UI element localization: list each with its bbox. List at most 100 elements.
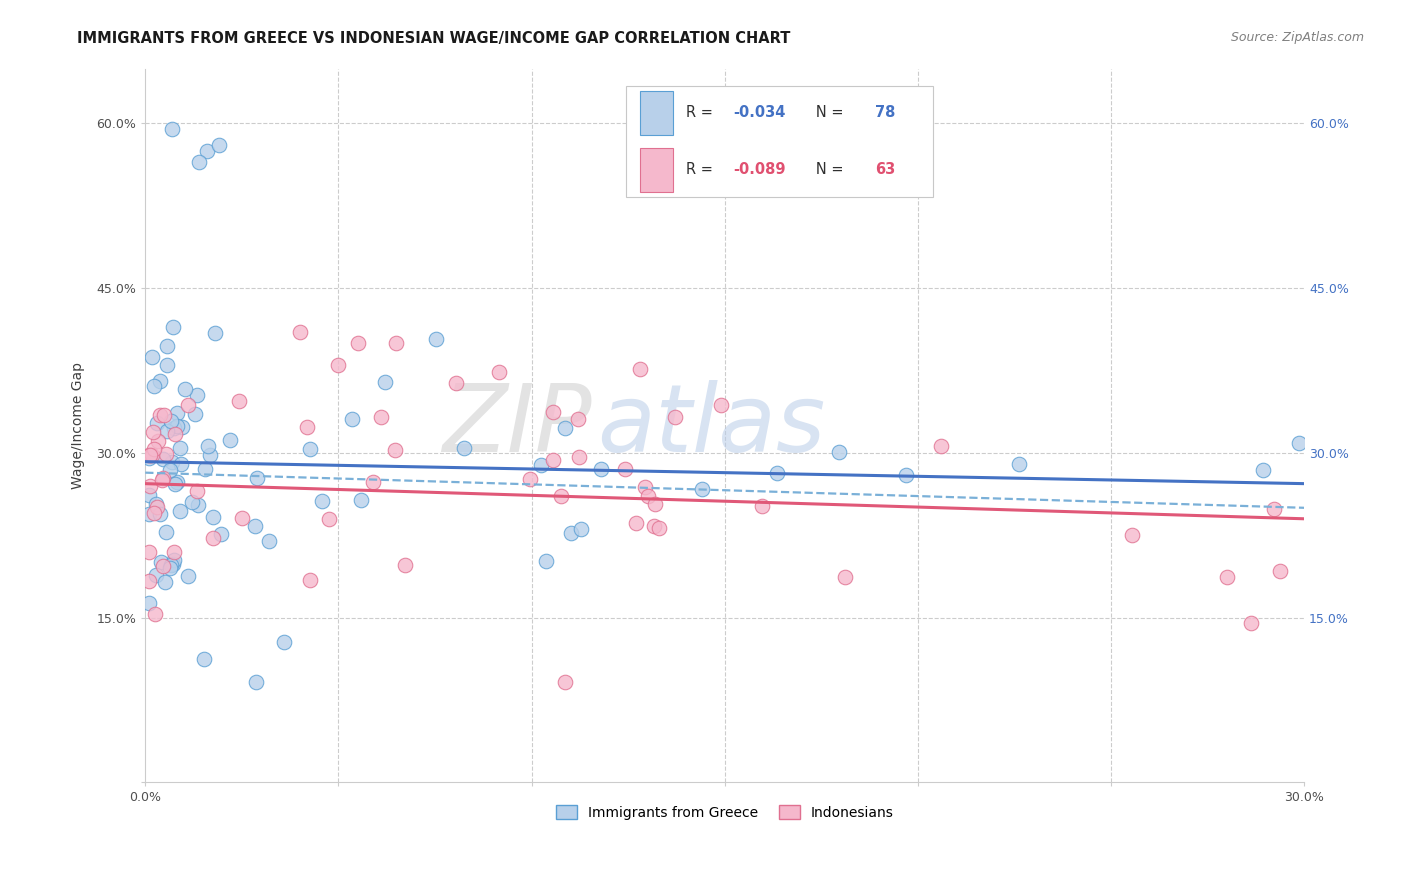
Point bbox=[162, 557, 184, 571]
Point bbox=[828, 444, 851, 458]
Point bbox=[149, 408, 172, 422]
Point bbox=[894, 468, 917, 483]
Point bbox=[155, 447, 177, 461]
Point bbox=[141, 350, 163, 364]
Point bbox=[534, 554, 557, 568]
Point bbox=[184, 407, 207, 421]
Point bbox=[146, 434, 169, 448]
Bar bbox=[640, 148, 672, 192]
Point bbox=[162, 320, 184, 334]
Point bbox=[150, 555, 173, 569]
Text: N =: N = bbox=[803, 162, 848, 178]
Point bbox=[648, 521, 671, 535]
Point bbox=[177, 398, 200, 412]
Point bbox=[139, 478, 162, 492]
Point bbox=[628, 362, 651, 376]
Point bbox=[202, 531, 225, 545]
Point bbox=[299, 442, 322, 456]
Point bbox=[209, 526, 232, 541]
Point bbox=[554, 675, 576, 690]
Point bbox=[519, 472, 541, 486]
Point bbox=[446, 376, 468, 391]
Point bbox=[193, 652, 215, 666]
Point bbox=[1251, 463, 1274, 477]
Point bbox=[624, 516, 647, 530]
Point bbox=[197, 439, 219, 453]
Point bbox=[541, 453, 564, 467]
Point bbox=[169, 503, 191, 517]
Point bbox=[155, 524, 177, 539]
Point bbox=[318, 512, 340, 526]
Point bbox=[152, 452, 174, 467]
Point bbox=[177, 569, 200, 583]
Point bbox=[156, 339, 179, 353]
Point bbox=[160, 558, 183, 573]
Point bbox=[159, 463, 181, 477]
Point bbox=[929, 439, 952, 453]
Point bbox=[453, 442, 475, 456]
Point bbox=[644, 497, 666, 511]
Point bbox=[145, 607, 167, 622]
Point bbox=[1268, 564, 1291, 578]
Point bbox=[180, 494, 202, 508]
Point bbox=[195, 144, 218, 158]
Legend: Immigrants from Greece, Indonesians: Immigrants from Greece, Indonesians bbox=[550, 799, 898, 825]
Point bbox=[1008, 458, 1031, 472]
Point bbox=[142, 506, 165, 520]
Text: ZIP: ZIP bbox=[441, 380, 592, 471]
Point bbox=[340, 412, 363, 426]
Point bbox=[159, 414, 181, 428]
Point bbox=[231, 511, 253, 525]
Point bbox=[145, 567, 167, 582]
Point bbox=[149, 507, 172, 521]
Point bbox=[163, 426, 186, 441]
Point bbox=[187, 498, 209, 512]
Point bbox=[141, 448, 163, 462]
Point bbox=[633, 479, 655, 493]
Point bbox=[541, 405, 564, 419]
Point bbox=[243, 519, 266, 533]
Point bbox=[394, 558, 416, 573]
Point bbox=[614, 462, 637, 476]
Point bbox=[569, 522, 592, 536]
Point bbox=[1263, 501, 1285, 516]
Point bbox=[188, 154, 211, 169]
Point bbox=[643, 518, 665, 533]
FancyBboxPatch shape bbox=[626, 87, 934, 197]
Point bbox=[591, 462, 613, 476]
Point bbox=[751, 500, 773, 514]
Point bbox=[150, 474, 173, 488]
Text: R =: R = bbox=[686, 105, 718, 120]
Point bbox=[554, 420, 576, 434]
Text: Source: ZipAtlas.com: Source: ZipAtlas.com bbox=[1230, 31, 1364, 45]
Point bbox=[1288, 436, 1310, 450]
Point bbox=[172, 419, 194, 434]
Point bbox=[146, 416, 169, 430]
Point bbox=[346, 336, 368, 351]
Text: 78: 78 bbox=[876, 105, 896, 120]
Point bbox=[162, 122, 184, 136]
Text: R =: R = bbox=[686, 162, 718, 178]
Point bbox=[288, 325, 311, 339]
Point bbox=[186, 483, 208, 498]
Point bbox=[138, 545, 160, 559]
Point bbox=[170, 457, 193, 471]
Point bbox=[138, 451, 160, 466]
Point bbox=[273, 634, 295, 648]
Point bbox=[138, 574, 160, 588]
Point bbox=[160, 455, 183, 469]
Point bbox=[173, 382, 195, 396]
Point bbox=[143, 442, 166, 456]
Point bbox=[138, 596, 160, 610]
Point bbox=[202, 510, 225, 524]
Point bbox=[765, 467, 787, 481]
Text: 63: 63 bbox=[876, 162, 896, 178]
Text: N =: N = bbox=[803, 105, 848, 120]
Point bbox=[350, 492, 373, 507]
Point bbox=[142, 425, 165, 439]
Point bbox=[159, 561, 181, 575]
Point bbox=[245, 675, 267, 690]
Point bbox=[169, 441, 191, 455]
Text: -0.089: -0.089 bbox=[733, 162, 786, 178]
Point bbox=[149, 374, 172, 388]
